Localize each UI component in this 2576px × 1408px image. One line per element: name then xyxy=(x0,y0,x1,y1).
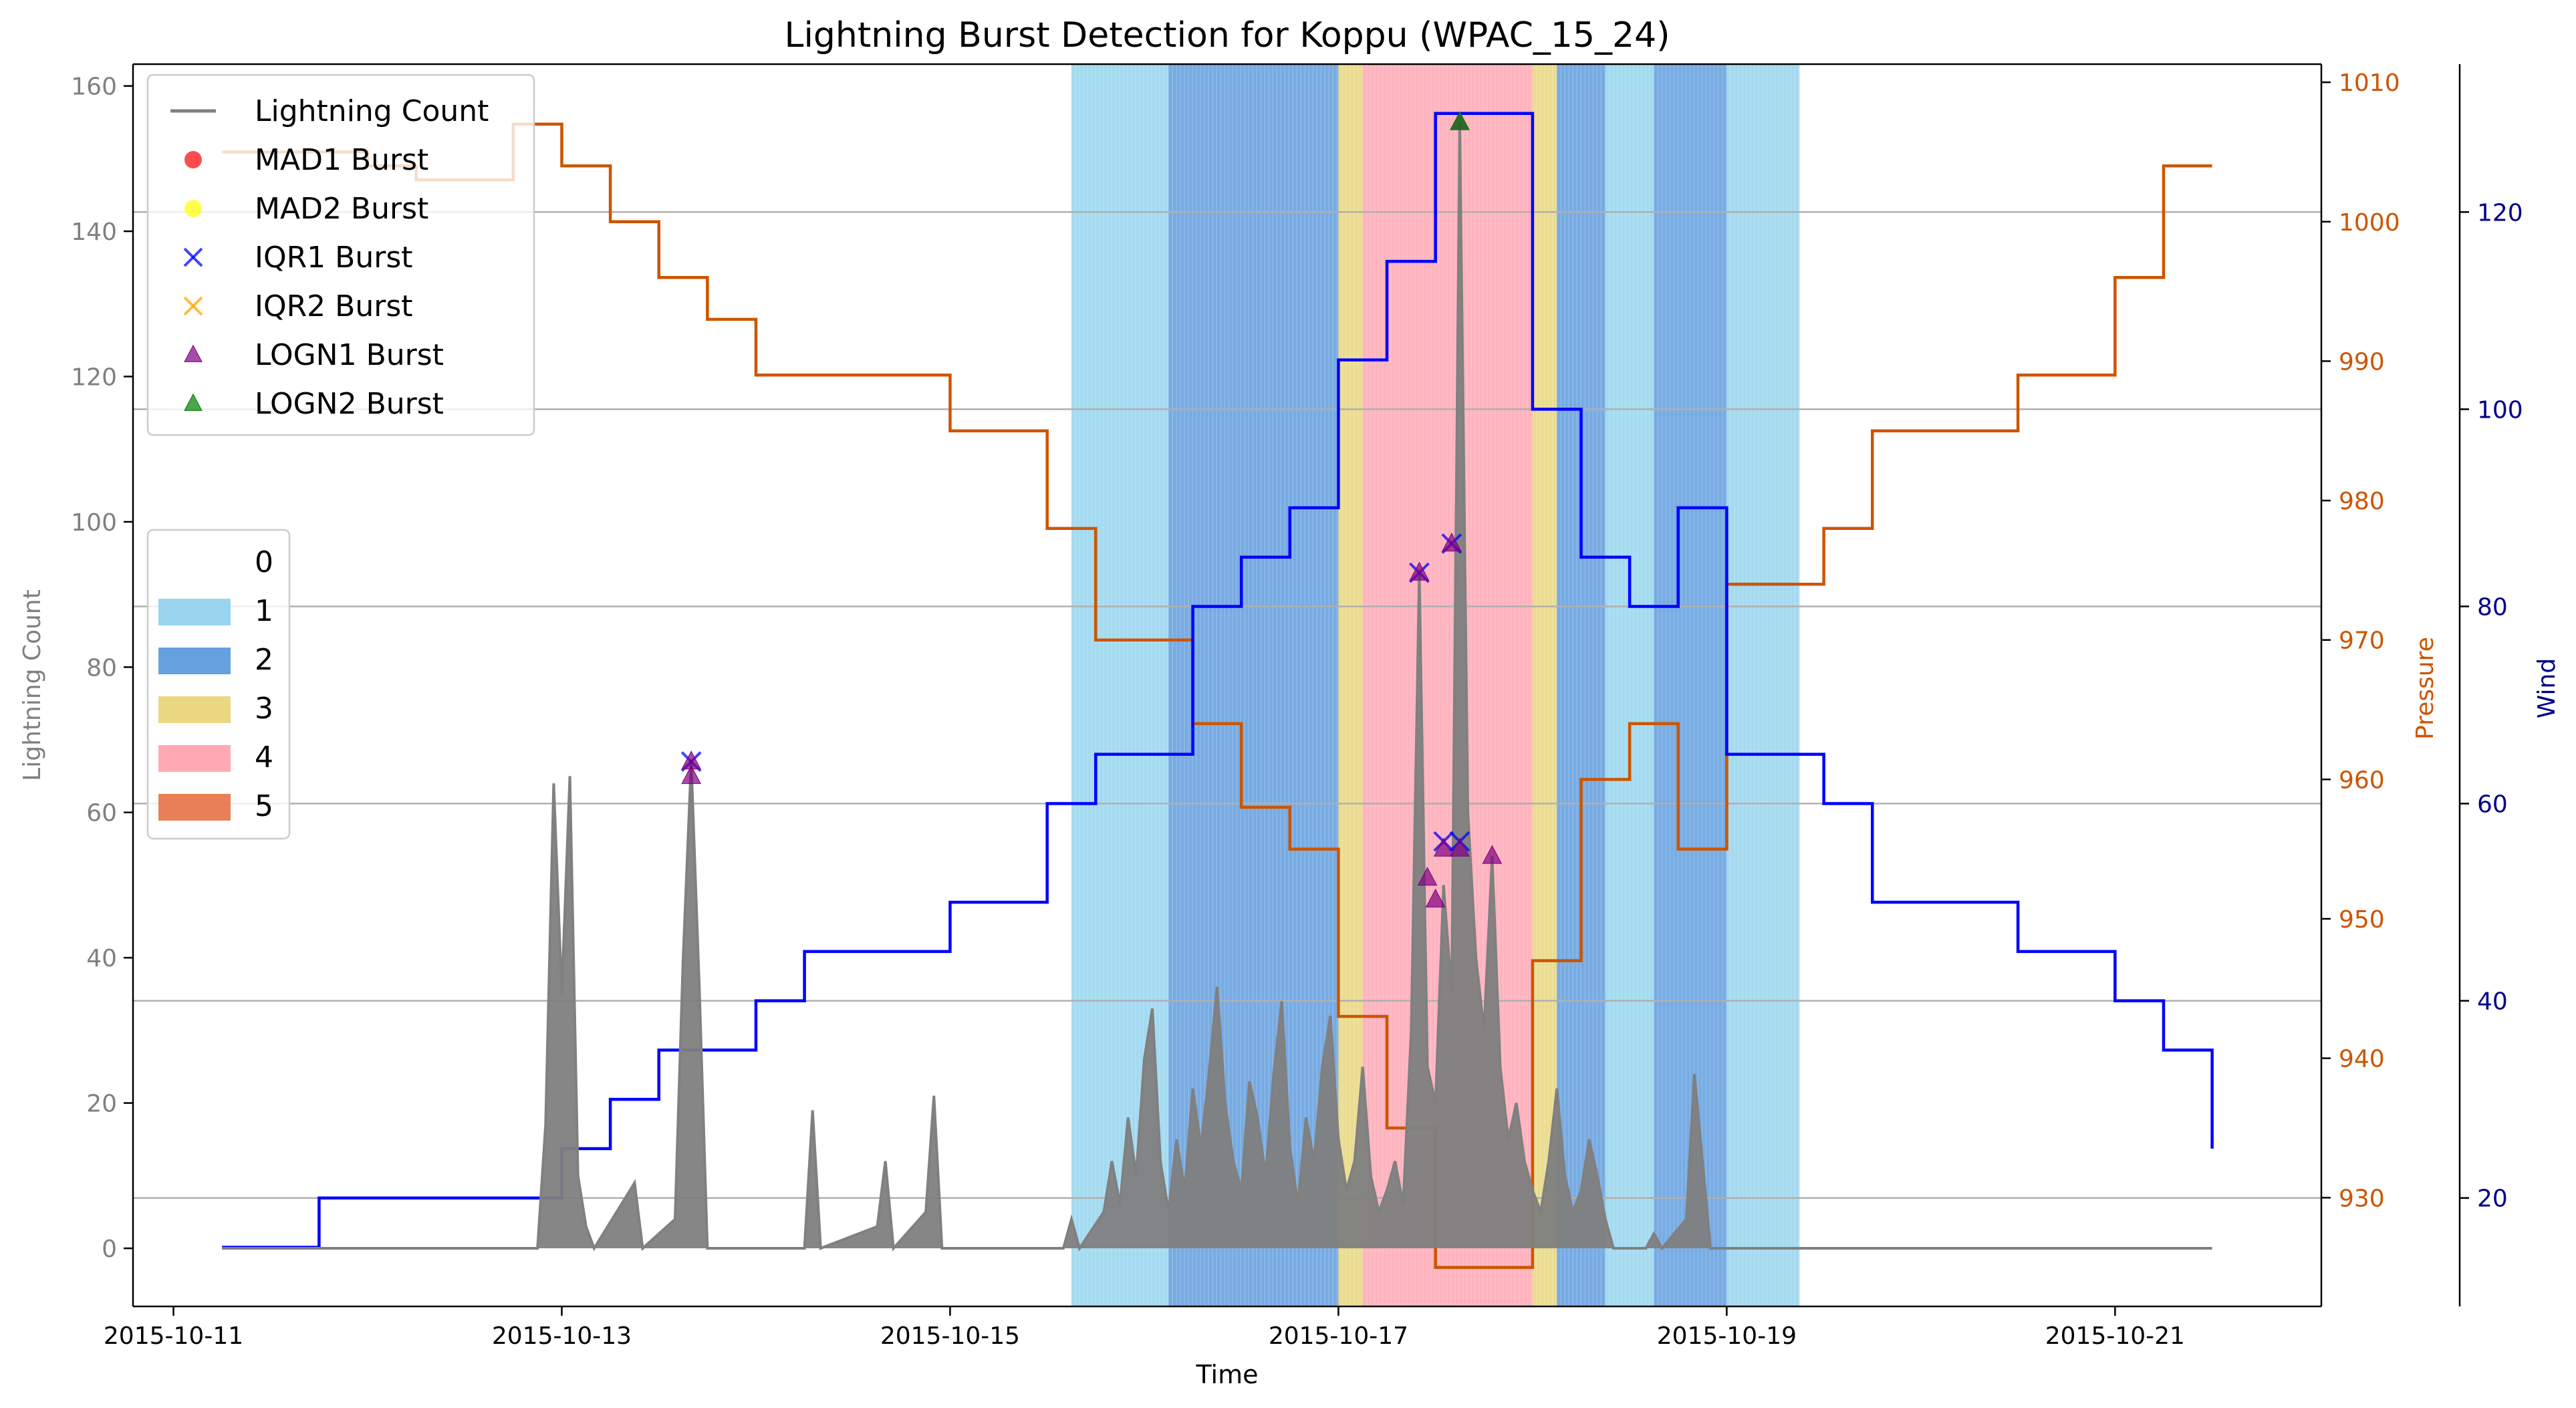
pressure-tick-label: 1010 xyxy=(2339,69,2400,97)
pressure-tick-label: 950 xyxy=(2339,906,2385,934)
legend-series-marker-3-b xyxy=(183,247,203,267)
pressure-axis-label: Pressure xyxy=(2412,637,2439,740)
pressure-tick-label: 1000 xyxy=(2339,209,2400,237)
series-lightning-count-fill xyxy=(222,122,2212,1249)
legend-category-swatch-5 xyxy=(158,794,231,821)
legend-series-marker-2 xyxy=(184,200,202,217)
lightning-tick-label: 120 xyxy=(71,364,117,391)
x-tick-label: 2015-10-21 xyxy=(2045,1322,2185,1350)
legend-series-marker-4 xyxy=(183,296,203,316)
lightning-tick-label: 100 xyxy=(71,509,117,537)
legend-category-label-4: 4 xyxy=(255,740,273,775)
wind-tick-label: 60 xyxy=(2477,791,2508,819)
legend-category-label-1: 1 xyxy=(255,594,273,628)
burst-logn1-burst-4 xyxy=(1409,561,1430,581)
legend-category-swatch-1 xyxy=(158,599,231,625)
burst-logn1-burst-10 xyxy=(1442,533,1462,552)
axes: 2015-10-11 2015-10-13 2015-10-15 2015-10-17… xyxy=(19,63,2561,1350)
legend-category: 0 1 2 3 4 5 xyxy=(146,529,291,840)
wind-tick-label: 120 xyxy=(2477,199,2523,227)
category-band-6 xyxy=(1605,64,1654,1306)
legend-series-label-5: LOGN1 Burst xyxy=(255,338,444,372)
lightning-tick-label: 0 xyxy=(102,1236,117,1263)
legend-series-marker-3 xyxy=(183,247,203,267)
legend-category-label-0: 0 xyxy=(255,545,273,579)
legend-series-frame xyxy=(146,74,535,436)
legend-category-swatch-3 xyxy=(158,696,231,723)
lightning-tick-label: 80 xyxy=(86,654,117,682)
lightning-tick-label: 40 xyxy=(86,945,117,972)
x-tick-label: 2015-10-19 xyxy=(1657,1322,1797,1350)
burst-logn1-burst-8 xyxy=(1433,837,1454,857)
pressure-tick-label: 980 xyxy=(2339,488,2385,515)
lightning-tick-label: 140 xyxy=(71,219,117,246)
lightning-tick-label: 60 xyxy=(86,800,117,827)
burst-logn1-burst-2 xyxy=(681,764,701,785)
category-band-4 xyxy=(1532,64,1557,1306)
legend-category-swatch-2 xyxy=(158,648,231,674)
wind-axis-label: Wind xyxy=(2533,658,2561,718)
legend-category-label-2: 2 xyxy=(255,643,273,677)
burst-markers xyxy=(680,111,1503,907)
burst-logn1-burst-5 xyxy=(1417,867,1438,886)
x-tick-label: 2015-10-17 xyxy=(1269,1322,1408,1350)
x-tick-label: 2015-10-15 xyxy=(880,1322,1020,1350)
lightning-tick-label: 160 xyxy=(71,74,117,101)
pressure-tick-label: 990 xyxy=(2339,348,2385,376)
lightning-tick-label: 20 xyxy=(86,1091,117,1118)
lightning-axis-label: Lightning Count xyxy=(19,589,46,781)
pressure-tick-label: 940 xyxy=(2339,1046,2385,1073)
legend-category-label-3: 3 xyxy=(255,692,273,726)
chart-title: Lightning Burst Detection for Koppu (WPA… xyxy=(784,15,1670,55)
pressure-tick-label: 960 xyxy=(2339,766,2385,794)
x-axis-label: Time xyxy=(1196,1360,1259,1389)
legend-series-marker-5 xyxy=(184,344,203,362)
series-pressure-line xyxy=(222,122,2212,1269)
burst-logn1-burst-6 xyxy=(1425,888,1446,907)
legend-series-label-1: MAD1 Burst xyxy=(255,143,428,177)
wind-tick-label: 100 xyxy=(2477,396,2523,424)
pressure-tick-label: 970 xyxy=(2339,627,2385,655)
series-lightning-count-line xyxy=(222,122,2212,1252)
wind-tick-label: 20 xyxy=(2477,1185,2508,1213)
legend-series-label-2: MAD2 Burst xyxy=(255,192,428,226)
legend-series-marker-1 xyxy=(184,151,202,168)
legend-series: Lightning Count MAD1 Burst MAD2 Burst IQR1 … xyxy=(146,74,535,436)
legends: Lightning Count MAD1 Burst MAD2 Burst IQR1 … xyxy=(146,74,535,840)
legend-series-label-6: LOGN2 Burst xyxy=(255,387,444,421)
legend-series-marker-6 xyxy=(184,393,203,411)
burst-logn1-burst-12 xyxy=(1450,837,1470,857)
burst-logn1-burst-15 xyxy=(1482,845,1503,864)
legend-category-label-5: 5 xyxy=(255,789,273,823)
legend-series-label-4: IQR2 Burst xyxy=(255,289,413,323)
series-layer xyxy=(222,112,2214,1269)
series-wind-line xyxy=(222,112,2214,1249)
burst-logn2-burst-14 xyxy=(1450,111,1470,130)
legend-series-label-3: IQR1 Burst xyxy=(255,241,413,275)
legend-series-label-0: Lightning Count xyxy=(255,94,489,128)
category-band-7 xyxy=(1654,64,1727,1306)
x-tick-label: 2015-10-11 xyxy=(104,1322,243,1350)
wind-tick-label: 80 xyxy=(2477,593,2508,621)
pressure-tick-label: 930 xyxy=(2339,1185,2385,1212)
wind-tick-label: 40 xyxy=(2477,988,2508,1016)
category-band-8 xyxy=(1726,64,1800,1306)
legend-series-marker-4-b xyxy=(183,296,203,316)
x-tick-label: 2015-10-13 xyxy=(492,1322,632,1350)
legend-category-swatch-4 xyxy=(158,745,231,772)
category-band-5 xyxy=(1557,64,1605,1306)
